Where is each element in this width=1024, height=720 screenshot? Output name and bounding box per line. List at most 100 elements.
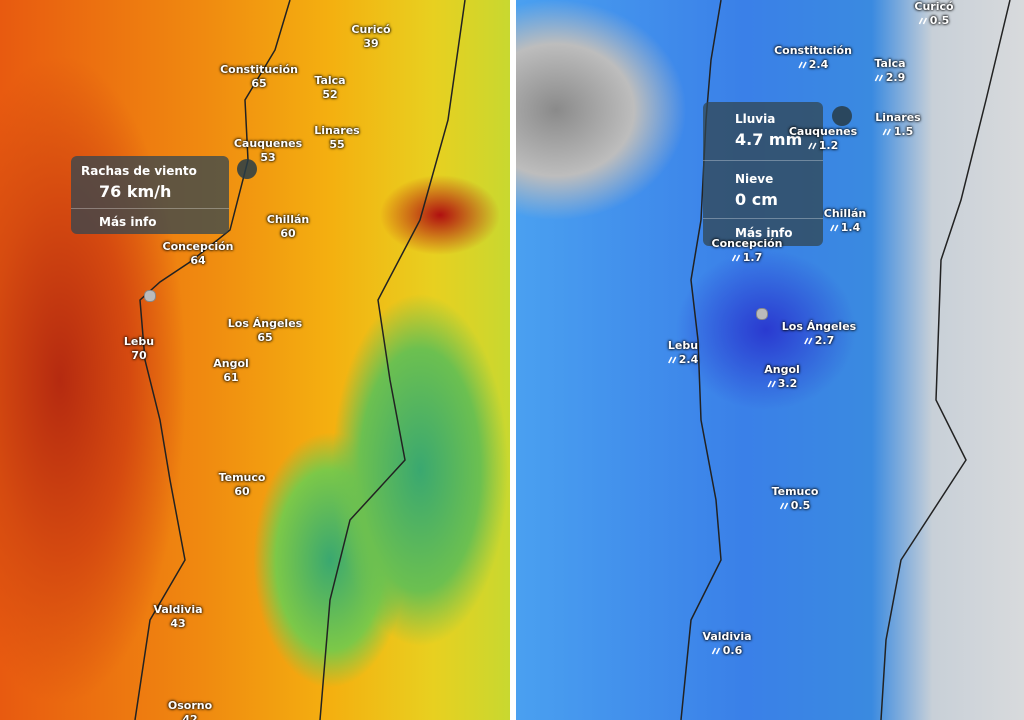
- city-name: Valdivia: [153, 603, 203, 616]
- city-value: 3.2: [764, 377, 800, 391]
- city-label: Talca 2.9: [874, 57, 905, 85]
- city-value: 42: [168, 713, 212, 720]
- rain-icon: [804, 337, 813, 345]
- value-text: 0.5: [790, 499, 811, 512]
- borders: [680, 0, 1011, 720]
- city-name: Cauquenes: [233, 137, 303, 150]
- city-label: Lebu 70: [124, 335, 154, 363]
- value-text: 60: [234, 485, 250, 498]
- city-name: Los Ángeles: [781, 320, 857, 333]
- snow-value: 0 cm: [735, 190, 778, 209]
- city-name: Concepción: [162, 240, 234, 253]
- more-info[interactable]: Más info: [99, 215, 157, 229]
- city-label: Temuco 0.5: [772, 485, 819, 513]
- rain-icon: [780, 502, 789, 510]
- value-text: 61: [223, 371, 239, 384]
- close-button[interactable]: [832, 106, 852, 126]
- more-info[interactable]: Más info: [735, 226, 793, 240]
- city-name: Angol: [764, 363, 800, 376]
- snow-label: Nieve: [735, 172, 774, 186]
- city-value: 0.5: [914, 14, 953, 28]
- city-value: 43: [153, 617, 202, 631]
- wind-map[interactable]: Rachas de viento 76 km/h Más info Curicó…: [0, 0, 510, 720]
- popup-value: 76 km/h: [99, 182, 172, 201]
- city-label: Angol 61: [213, 357, 249, 385]
- location-marker: [756, 308, 768, 320]
- city-label: Los Ángeles 2.7: [782, 320, 856, 348]
- city-label: Curicó 0.5: [914, 0, 953, 28]
- city-value: 60: [267, 227, 309, 241]
- value-text: 3.2: [777, 377, 798, 390]
- city-value: 2.9: [874, 71, 905, 85]
- value-text: 52: [322, 88, 338, 101]
- city-name: Angol: [213, 357, 249, 370]
- rain-value: 4.7 mm: [735, 130, 803, 149]
- city-label: Concepción 1.7: [712, 237, 783, 265]
- city-name: Valdivia: [702, 630, 752, 643]
- value-text: 60: [280, 227, 296, 240]
- city-value: 39: [351, 37, 390, 51]
- city-value: 2.4: [774, 58, 852, 72]
- city-label: Osorno 42: [168, 699, 212, 720]
- value-text: 2.9: [885, 71, 906, 84]
- city-label: Talca 52: [314, 74, 345, 102]
- value-text: 1.7: [742, 251, 763, 264]
- location-marker: [144, 290, 156, 302]
- city-label: Constitución 2.4: [774, 44, 852, 72]
- city-value: 52: [314, 88, 345, 102]
- rain-icon: [883, 128, 892, 136]
- rain-icon: [712, 647, 721, 655]
- city-value: 0.5: [772, 499, 819, 513]
- value-text: 53: [260, 151, 276, 164]
- popup-title: Rachas de viento: [81, 164, 197, 178]
- city-name: Chillán: [823, 207, 867, 220]
- rain-icon: [919, 17, 928, 25]
- city-label: Curicó 39: [351, 23, 390, 51]
- borders: [134, 0, 466, 720]
- value-text: 1.2: [818, 139, 839, 152]
- city-name: Cauquenes: [788, 125, 858, 138]
- city-name: Lebu: [667, 339, 699, 352]
- city-name: Talca: [314, 74, 346, 87]
- city-name: Concepción: [711, 237, 783, 250]
- city-label: Cauquenes 1.2: [789, 125, 857, 153]
- city-label: Los Ángeles 65: [228, 317, 302, 345]
- city-name: Lebu: [123, 335, 155, 348]
- city-name: Chillán: [266, 213, 310, 226]
- city-value: 2.7: [782, 334, 856, 348]
- city-value: 1.2: [789, 139, 857, 153]
- value-text: 1.5: [893, 125, 914, 138]
- value-text: 43: [170, 617, 186, 630]
- popup: Rachas de viento 76 km/h Más info: [71, 156, 229, 234]
- value-text: 70: [131, 349, 147, 362]
- value-text: 2.7: [814, 334, 835, 347]
- value-text: 65: [257, 331, 273, 344]
- city-name: Curicó: [914, 0, 954, 13]
- rain-label: Lluvia: [735, 112, 776, 126]
- city-value: 70: [124, 349, 154, 363]
- rain-map[interactable]: Lluvia 4.7 mm Nieve 0 cm Más info Curicó…: [516, 0, 1024, 720]
- value-text: 2.4: [678, 353, 699, 366]
- city-name: Constitución: [774, 44, 852, 57]
- city-name: Curicó: [351, 23, 391, 36]
- rain-icon: [808, 142, 817, 150]
- city-label: Concepción 64: [163, 240, 234, 268]
- city-name: Los Ángeles: [227, 317, 303, 330]
- value-text: 65: [251, 77, 267, 90]
- city-label: Temuco 60: [219, 471, 266, 499]
- city-value: 1.5: [875, 125, 920, 139]
- rain-icon: [830, 224, 839, 232]
- popup: Lluvia 4.7 mm Nieve 0 cm Más info: [703, 102, 823, 246]
- city-name: Temuco: [218, 471, 266, 484]
- close-button[interactable]: [237, 159, 257, 179]
- city-value: 65: [220, 77, 298, 91]
- rain-icon: [767, 380, 776, 388]
- value-text: 64: [190, 254, 206, 267]
- city-value: 0.6: [702, 644, 751, 658]
- rain-icon: [732, 254, 741, 262]
- city-label: Linares 55: [314, 124, 359, 152]
- city-name: Osorno: [167, 699, 213, 712]
- value-text: 39: [363, 37, 379, 50]
- rain-icon: [875, 74, 884, 82]
